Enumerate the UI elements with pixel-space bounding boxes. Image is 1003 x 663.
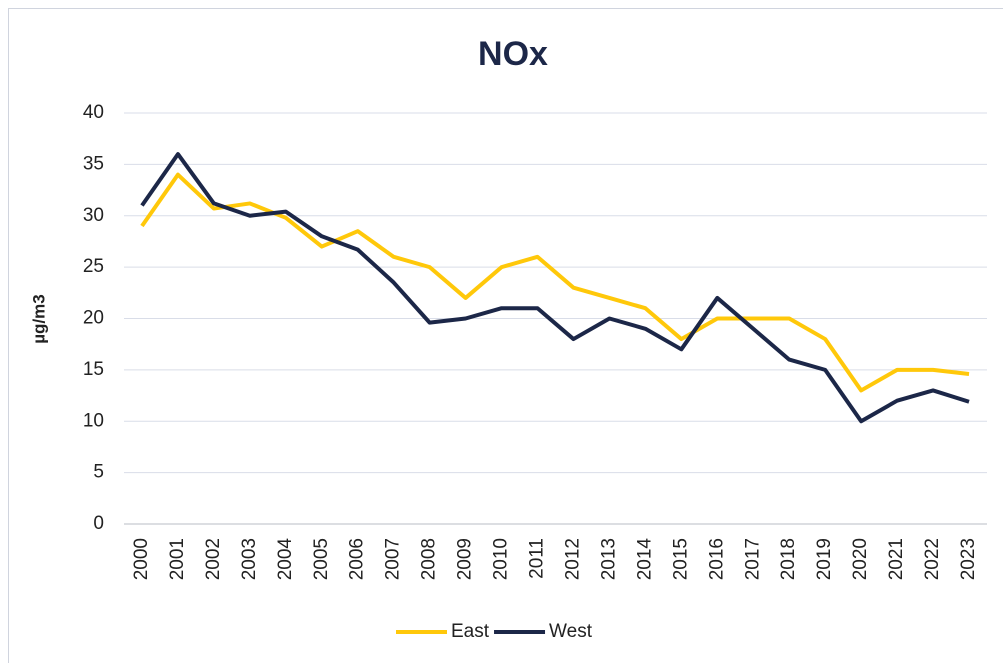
y-tick-label: 35	[83, 153, 104, 174]
y-axis-label: µg/m3	[29, 294, 48, 343]
x-tick-label: 2014	[634, 538, 655, 581]
x-tick-label: 2006	[347, 538, 368, 580]
line-series	[140, 172, 970, 393]
y-tick-label: 0	[93, 513, 104, 534]
x-tick-label: 2015	[670, 538, 691, 580]
x-tick-label: 2020	[850, 538, 871, 580]
x-tick-label: 2018	[778, 538, 799, 580]
x-tick-label: 2019	[814, 538, 835, 580]
x-tick-label: 2012	[562, 538, 583, 580]
x-tick-label: 2013	[598, 538, 619, 580]
y-tick-label: 25	[83, 256, 104, 277]
y-tick-label: 20	[83, 308, 104, 329]
x-tick-label: 2010	[491, 538, 512, 580]
chart-frame	[8, 8, 1003, 663]
x-tick-label: 2004	[275, 538, 296, 581]
x-tick-label: 2022	[922, 538, 943, 580]
x-tick-label: 2001	[167, 538, 188, 580]
y-tick-label: 5	[93, 462, 104, 483]
legend-label: West	[549, 621, 593, 642]
x-tick-label: 2003	[239, 538, 260, 580]
x-tick-label: 2011	[527, 538, 548, 579]
line-series	[140, 152, 970, 424]
y-tick-label: 15	[83, 359, 104, 380]
y-tick-label: 40	[83, 102, 104, 123]
y-tick-label: 10	[83, 410, 104, 431]
x-tick-label: 2021	[886, 538, 907, 580]
x-tick-label: 2017	[742, 538, 763, 580]
x-tick-label: 2000	[131, 538, 152, 580]
x-tick-label: 2005	[311, 538, 332, 580]
y-tick-label: 30	[83, 205, 104, 226]
x-tick-label: 2009	[455, 538, 476, 580]
x-tick-label: 2008	[419, 538, 440, 580]
x-tick-label: 2002	[203, 538, 224, 580]
chart-title: NOx	[478, 35, 548, 73]
x-tick-label: 2007	[383, 538, 404, 580]
legend-label: East	[451, 621, 490, 642]
x-tick-label: 2016	[706, 538, 727, 580]
x-tick-label: 2023	[958, 538, 979, 580]
